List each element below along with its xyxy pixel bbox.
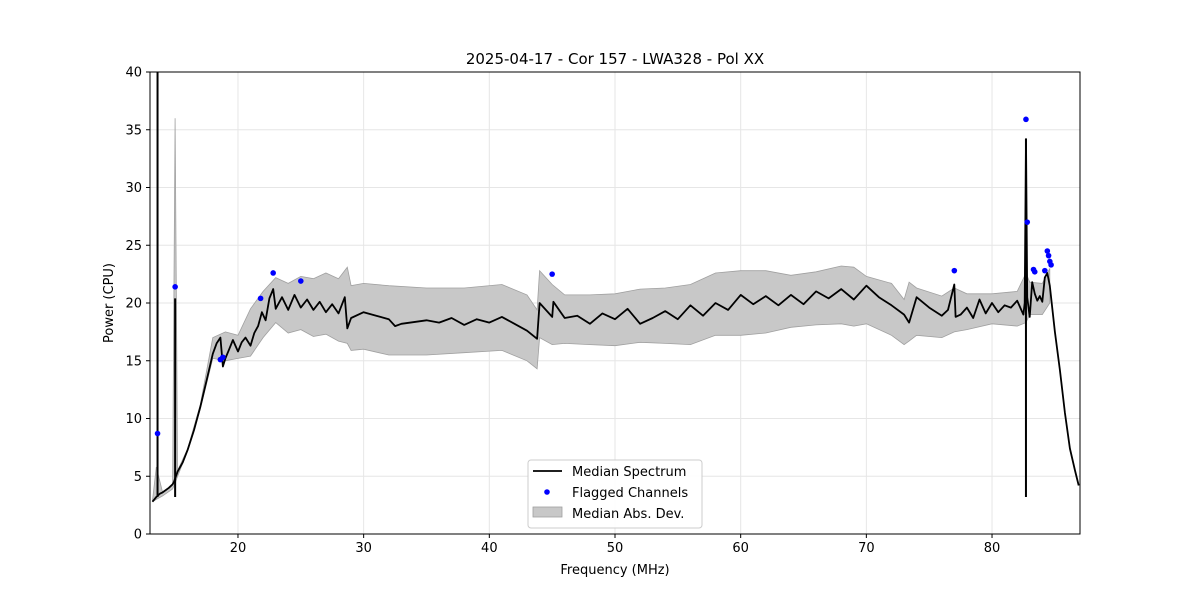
- flagged-channel-point: [1023, 116, 1029, 123]
- x-tick-label: 60: [732, 541, 749, 556]
- y-tick-label: 0: [134, 528, 142, 543]
- legend-box: [527, 459, 703, 529]
- y-tick-label: 10: [125, 412, 142, 427]
- x-tick-label: 50: [607, 541, 624, 556]
- x-tick-label: 40: [481, 541, 498, 556]
- y-tick-label: 25: [125, 239, 142, 254]
- legend-label-flagged-channels: Flagged Channels: [572, 486, 688, 501]
- x-axis-label: Frequency (MHz): [560, 563, 669, 578]
- flagged-channel-point: [172, 284, 178, 290]
- legend-label-median-spectrum: Median Spectrum: [572, 465, 686, 480]
- flagged-channel-point: [220, 354, 226, 361]
- y-tick-label: 5: [134, 470, 142, 485]
- plot-content: [151, 72, 1080, 503]
- y-tick-label: 35: [125, 123, 142, 138]
- flagged-channel-point: [298, 278, 304, 284]
- chart-title: 2025-04-17 - Cor 157 - LWA328 - Pol XX: [466, 50, 764, 68]
- legend-point-swatch: [544, 489, 550, 495]
- flagged-channel-point: [549, 271, 555, 277]
- y-tick-label: 15: [125, 354, 142, 369]
- y-axis-label: Power (CPU): [102, 263, 117, 343]
- flagged-channel-point: [1031, 269, 1038, 275]
- y-tick-label: 30: [125, 181, 142, 196]
- y-tick-label: 40: [125, 66, 142, 81]
- legend-band-swatch: [532, 506, 563, 518]
- flagged-channel-point: [1048, 262, 1054, 268]
- flagged-channel-point: [1024, 219, 1031, 225]
- x-tick-label: 20: [230, 541, 247, 556]
- mad-band: [152, 118, 1051, 503]
- x-tick-label: 70: [858, 541, 875, 556]
- flagged-channel-point: [270, 270, 276, 276]
- y-tick-label: 20: [125, 297, 142, 312]
- flagged-channel-point: [1042, 267, 1048, 274]
- legend-label-median-abs-dev: Median Abs. Dev.: [572, 507, 684, 522]
- axes: 20 30 40 50 60 70 80 0 5 10 15 20 25 30 35 40: [125, 66, 1081, 556]
- flagged-channel-point: [1044, 248, 1051, 254]
- legend: Median Spectrum Flagged Channels Median …: [527, 459, 703, 529]
- flagged-channel-point: [154, 430, 161, 437]
- median-spectrum-line: [151, 138, 1080, 503]
- flagged-channel-point: [951, 267, 958, 274]
- x-tick-label: 30: [355, 541, 372, 556]
- flagged-channel-point: [1045, 252, 1052, 259]
- x-tick-label: 80: [984, 541, 1001, 556]
- flagged-channel-point: [257, 295, 264, 302]
